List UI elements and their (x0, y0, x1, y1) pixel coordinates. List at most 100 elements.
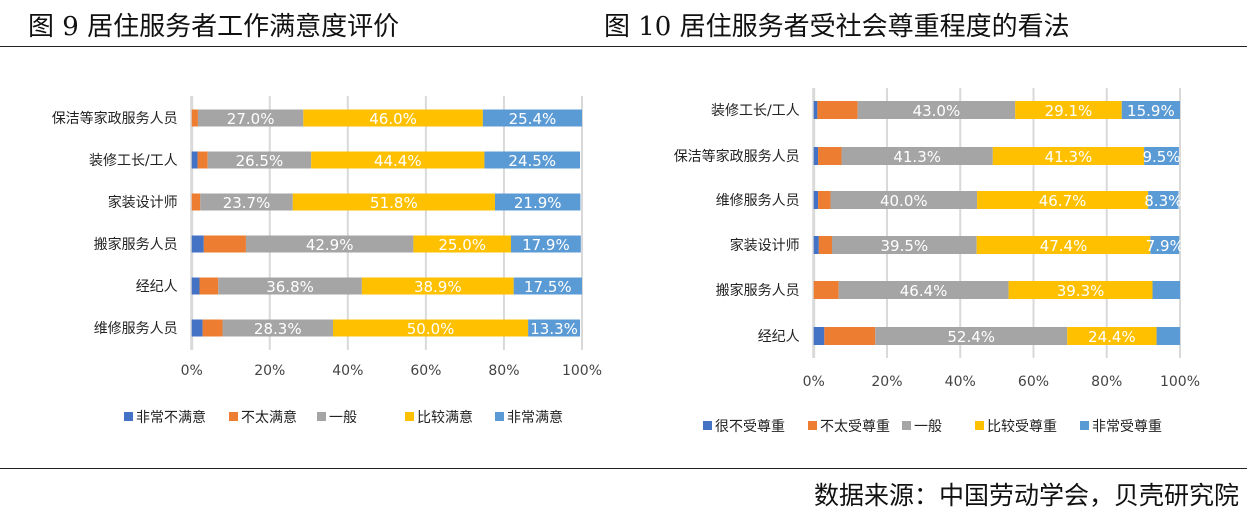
right-x-tick-label: 0% (803, 374, 825, 390)
right-data-label: 7.9% (1146, 237, 1184, 255)
left-bar-segment (191, 235, 204, 253)
right-bar-segment (813, 191, 819, 209)
right-bar-segment (1144, 147, 1179, 165)
left-legend-swatch (495, 412, 504, 421)
left-bar-segment (191, 193, 201, 211)
right-legend-label: 非常受尊重 (1092, 418, 1162, 435)
left-data-label: 26.5% (236, 152, 284, 170)
left-category-label: 装修工长/工人 (89, 153, 178, 169)
left-bar-segment (197, 109, 304, 127)
right-data-label: 43.0% (913, 102, 961, 120)
right-bar-segment (1008, 281, 1153, 299)
right-bar-segment (813, 101, 818, 119)
left-bar-segment (528, 319, 581, 337)
left-bar-segment (191, 319, 203, 337)
left-data-label: 42.9% (306, 236, 354, 254)
right-data-label: 8.3% (1144, 192, 1182, 210)
right-bar-segment (813, 327, 825, 345)
right-legend-swatch (1080, 421, 1089, 430)
right-data-label: 46.4% (900, 282, 948, 300)
right-x-tick-label: 20% (871, 374, 902, 390)
left-data-label: 17.5% (524, 278, 572, 296)
right-bar-segment (818, 236, 833, 254)
left-x-tick-label: 20% (254, 363, 285, 379)
left-data-label: 17.9% (522, 236, 570, 254)
left-bar-segment (311, 151, 485, 169)
right-data-label: 29.1% (1045, 102, 1093, 120)
right-bar-segment (977, 191, 1149, 209)
left-bar-segment (200, 193, 293, 211)
left-bar-segment (484, 151, 581, 169)
left-bar-segment (413, 235, 511, 253)
left-category-label: 家装设计师 (108, 194, 178, 211)
left-bar-segment (203, 235, 246, 253)
left-bar-segment (191, 109, 198, 127)
left-bar-segment (207, 151, 312, 169)
left-data-label: 36.8% (266, 278, 314, 296)
right-bar-segment (992, 147, 1145, 165)
right-category-label: 保洁等家政服务人员 (674, 148, 800, 165)
right-category-label: 维修服务人员 (716, 193, 800, 209)
right-bar-segment (1156, 327, 1180, 345)
right-data-label: 15.9% (1127, 102, 1175, 120)
right-bar-segment (1015, 101, 1122, 119)
right-category-label: 装修工长/工人 (711, 103, 800, 119)
right-legend-label: 一般 (914, 419, 942, 435)
left-data-label: 50.0% (407, 320, 455, 338)
left-x-tick-label: 100% (562, 363, 602, 379)
left-legend-label: 非常不满意 (136, 409, 206, 426)
left-legend-label: 非常满意 (507, 409, 563, 426)
right-data-label: 24.4% (1088, 328, 1136, 346)
right-data-label: 40.0% (880, 192, 928, 210)
left-data-label: 24.5% (508, 152, 556, 170)
left-bar-segment (292, 193, 495, 211)
right-bar-segment (813, 281, 839, 299)
right-legend-label: 比较受尊重 (987, 418, 1057, 435)
right-bar-segment (1067, 327, 1157, 345)
right-bar-segment (824, 327, 876, 345)
left-bar-segment (197, 151, 208, 169)
left-data-label: 21.9% (514, 194, 562, 212)
right-legend-swatch (703, 421, 712, 430)
left-data-label: 25.0% (438, 236, 486, 254)
left-bar-segment (245, 235, 414, 253)
right-legend-label: 不太受尊重 (820, 418, 890, 435)
left-x-tick-label: 40% (332, 363, 363, 379)
left-data-label: 27.0% (227, 110, 275, 128)
left-bar-segment (218, 277, 362, 295)
left-legend-label: 不太满意 (241, 409, 297, 426)
right-bar-segment (1152, 281, 1180, 299)
left-bar-segment (222, 319, 333, 337)
right-bar-segment (813, 236, 819, 254)
left-x-tick-label: 80% (488, 363, 519, 379)
left-legend-swatch (405, 412, 414, 421)
right-legend-swatch (808, 421, 817, 430)
left-legend-swatch (124, 412, 133, 421)
left-category-label: 经纪人 (136, 279, 178, 295)
right-x-tick-label: 80% (1091, 374, 1122, 390)
right-bar-segment (830, 191, 978, 209)
right-category-label: 经纪人 (758, 329, 800, 345)
right-bar-segment (818, 191, 831, 209)
right-x-tick-label: 100% (1160, 374, 1200, 390)
left-data-label: 28.3% (254, 320, 302, 338)
footer-divider (0, 468, 1247, 469)
right-data-label: 9.5% (1142, 148, 1180, 166)
left-x-tick-label: 0% (181, 363, 203, 379)
left-bar-segment (191, 277, 200, 295)
right-bar-segment (1148, 191, 1179, 209)
left-bar-segment (513, 277, 582, 295)
right-bar-segment (857, 101, 1016, 119)
left-data-label: 46.0% (369, 110, 417, 128)
right-legend-label: 很不受尊重 (715, 418, 785, 435)
left-legend-label: 比较满意 (417, 409, 473, 426)
right-bar-segment (832, 236, 977, 254)
left-bar-segment (191, 151, 198, 169)
right-x-tick-label: 60% (1018, 374, 1049, 390)
left-data-label: 44.4% (374, 152, 422, 170)
right-bar-segment (1150, 236, 1180, 254)
right-bar-segment (1121, 101, 1180, 119)
left-bar-segment (482, 109, 582, 127)
title-divider (0, 46, 1247, 47)
